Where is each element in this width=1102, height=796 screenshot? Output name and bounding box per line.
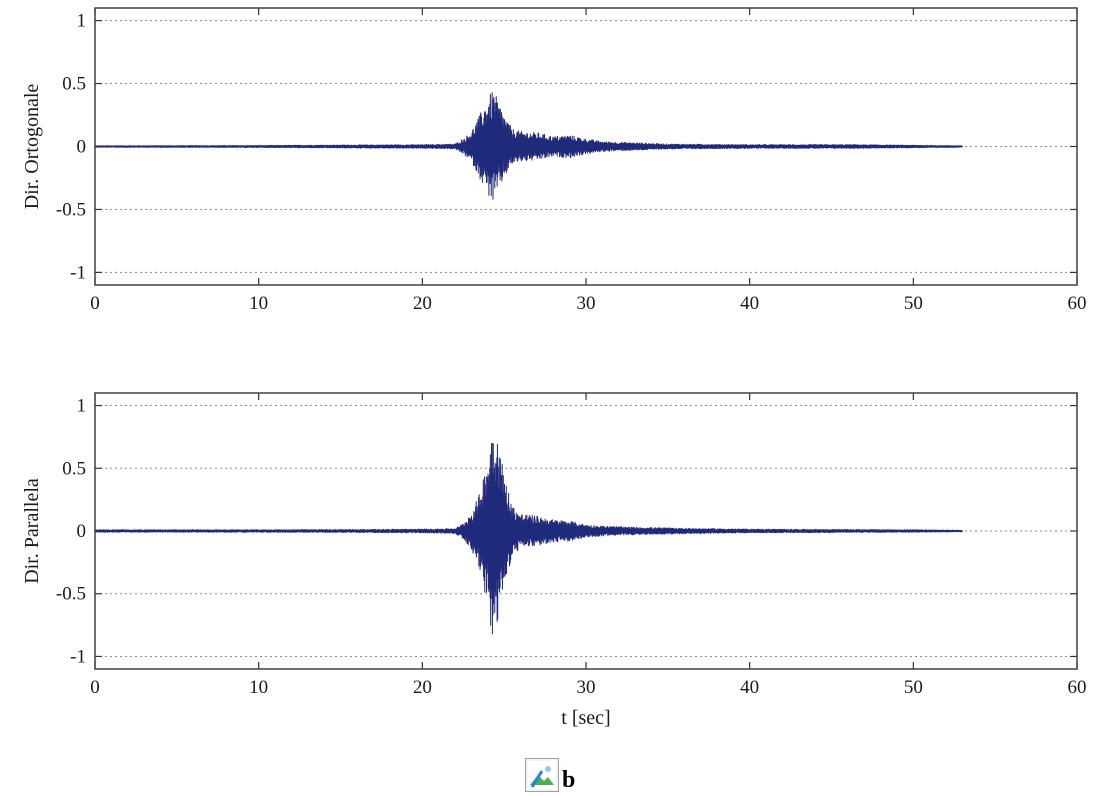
y-tick-label: 0.5 (62, 458, 86, 479)
x-tick-label: 40 (740, 293, 759, 314)
y-tick-label: 0 (77, 521, 87, 542)
chart-parallela: 0 10 20 30 40 50 60 1 0.5 0 -0.5 -1 Dir. Parallela t … (21, 392, 1087, 729)
x-tick-label: 20 (413, 293, 432, 314)
y-tick-label: -0.5 (56, 199, 86, 220)
x-tick-label: 60 (1068, 293, 1087, 314)
x-tick-label: 10 (249, 293, 268, 314)
x-tick-label: 20 (413, 677, 432, 698)
x-tick-label: 0 (90, 293, 100, 314)
series-line (94, 442, 963, 635)
y-tick-label: -1 (70, 646, 86, 667)
y-tick-label: 1 (77, 11, 87, 32)
x-tick-label: 50 (904, 677, 923, 698)
caption-text: b (562, 767, 576, 793)
y-tick-label: 0 (77, 137, 87, 158)
x-tick-label: 40 (740, 677, 759, 698)
x-tick-label: 30 (577, 293, 596, 314)
series-line (94, 92, 963, 200)
x-tick-label: 50 (904, 293, 923, 314)
x-tick-label: 10 (249, 677, 268, 698)
chart-ortogonale: 0 10 20 30 40 50 60 1 0.5 0 -0.5 -1 Dir. Ortogonale (21, 7, 1087, 314)
figure-caption: b (525, 752, 575, 792)
broken-image-icon (525, 758, 559, 792)
x-axis-label: t [sec] (561, 707, 610, 729)
y-tick-label: 0.5 (62, 74, 86, 95)
x-tick-label: 60 (1068, 677, 1087, 698)
y-tick-label: -1 (70, 262, 86, 283)
y-axis-label: Dir. Parallela (21, 478, 43, 584)
x-tick-label: 0 (90, 677, 100, 698)
y-axis-label: Dir. Ortogonale (21, 84, 43, 210)
y-tick-label: 1 (77, 396, 87, 417)
x-tick-label: 30 (577, 677, 596, 698)
y-tick-label: -0.5 (56, 584, 86, 605)
